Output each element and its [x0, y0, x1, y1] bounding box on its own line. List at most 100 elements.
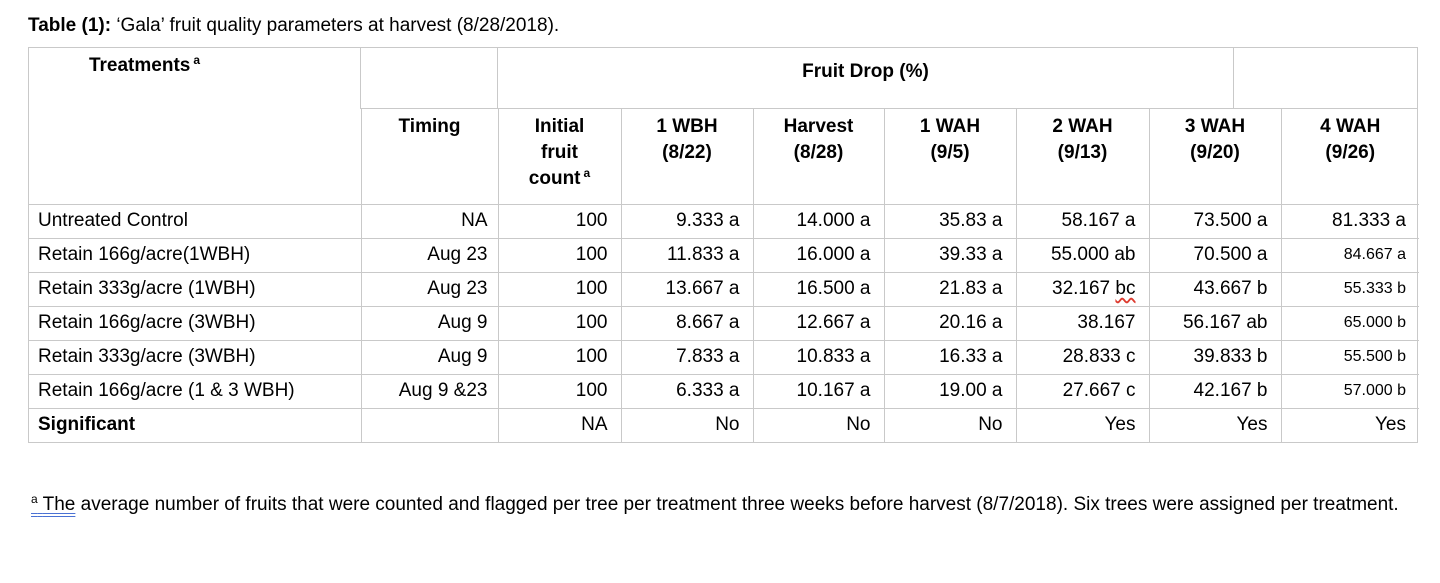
treatments-span-cell [29, 109, 362, 205]
initial-count-cell: 100 [498, 238, 622, 273]
table-row: Untreated Control NA 100 9.333 a 14.000 … [29, 204, 1419, 239]
harvest-cell: 14.000 a [753, 204, 885, 239]
significance-row: Significant NA No No No Yes Yes Yes [29, 408, 1419, 442]
wah2-cell: 27.667 c [1016, 374, 1150, 409]
wah3-cell: 39.833 b [1149, 340, 1282, 375]
initial-count-cell: 100 [498, 204, 622, 239]
timing-cell: NA [361, 204, 499, 239]
initial-count-column-header: Initial fruit count a [498, 109, 622, 205]
wah4-cell: 84.667 a [1281, 238, 1419, 273]
table-caption-label: Table (1): [28, 15, 112, 36]
wbh1-cell: 9.333 a [621, 204, 754, 239]
treatment-cell: Retain 166g/acre (1 & 3 WBH) [29, 374, 362, 409]
wbh1-cell: 13.667 a [621, 272, 754, 307]
footnote-superscript: a [31, 491, 38, 506]
wbh1-cell: 8.667 a [621, 306, 754, 341]
wbh1-cell: 11.833 a [621, 238, 754, 273]
empty-header-cell [1234, 48, 1417, 109]
wah3-cell: 43.667 b [1149, 272, 1282, 307]
wah2-value: 32.167 [1052, 278, 1111, 299]
wah2-cell: 55.000 ab [1016, 238, 1150, 273]
wah2-cell: Yes [1016, 408, 1150, 442]
wah3-cell: Yes [1149, 408, 1282, 442]
harvest-cell: 10.167 a [753, 374, 885, 409]
wah3-cell: 42.167 b [1149, 374, 1282, 409]
wah4-cell: 55.500 b [1281, 340, 1419, 375]
treatments-header-cell: Treatments a [29, 48, 361, 109]
empty-header-cell [361, 48, 498, 109]
timing-cell: Aug 23 [361, 238, 499, 273]
initial-count-cell: 100 [498, 306, 622, 341]
wah3-cell: 70.500 a [1149, 238, 1282, 273]
timing-column-header: Timing [361, 109, 499, 205]
table-row: Retain 333g/acre (1WBH) Aug 23 100 13.66… [29, 272, 1419, 307]
spellcheck-flagged-text: bc [1115, 278, 1136, 299]
table-row: Retain 166g/acre (1 & 3 WBH) Aug 9 &23 1… [29, 374, 1419, 409]
wah2-cell: 32.167 bc [1016, 272, 1150, 307]
timing-cell [361, 408, 499, 442]
initial-count-cell: 100 [498, 272, 622, 307]
treatments-header-label: Treatments [88, 55, 191, 76]
wah3-cell: 56.167 ab [1149, 306, 1282, 341]
wah3-column-header: 3 WAH (9/20) [1149, 109, 1282, 205]
table-row: Retain 166g/acre(1WBH) Aug 23 100 11.833… [29, 238, 1419, 273]
wbh1-column-header: 1 WBH (8/22) [621, 109, 754, 205]
wbh1-cell: 6.333 a [621, 374, 754, 409]
wah4-cell: 55.333 b [1281, 272, 1419, 307]
wah2-column-header: 2 WAH (9/13) [1016, 109, 1150, 205]
wbh1-cell: No [621, 408, 754, 442]
data-table: Treatments a Fruit Drop (%) Timing Initia… [28, 47, 1419, 443]
wah4-cell: 57.000 b [1281, 374, 1419, 409]
table-row: Retain 333g/acre (3WBH) Aug 9 100 7.833 … [29, 340, 1419, 375]
timing-cell: Aug 23 [361, 272, 499, 307]
timing-cell: Aug 9 [361, 306, 499, 341]
initial-count-superscript: a [583, 165, 591, 180]
wah3-cell: 73.500 a [1149, 204, 1282, 239]
wah1-cell: 21.83 a [884, 272, 1017, 307]
initial-count-cell: NA [498, 408, 622, 442]
wah4-cell: 81.333 a [1281, 204, 1419, 239]
harvest-column-header: Harvest (8/28) [753, 109, 885, 205]
wah1-cell: 16.33 a [884, 340, 1017, 375]
treatment-cell: Retain 333g/acre (3WBH) [29, 340, 362, 375]
harvest-cell: 10.833 a [753, 340, 885, 375]
treatment-cell: Untreated Control [29, 204, 362, 239]
significance-label-cell: Significant [29, 408, 362, 442]
wah1-cell: 39.33 a [884, 238, 1017, 273]
wbh1-cell: 7.833 a [621, 340, 754, 375]
table-caption: Table (1): ‘Gala’ fruit quality paramete… [28, 14, 1418, 38]
treatments-superscript: a [193, 52, 201, 67]
footnote-text: average number of fruits that were count… [75, 494, 1399, 515]
wah2-cell: 58.167 a [1016, 204, 1150, 239]
table-row: Retain 166g/acre (3WBH) Aug 9 100 8.667 … [29, 306, 1419, 341]
table-caption-text: ‘Gala’ fruit quality parameters at harve… [111, 15, 560, 36]
wah1-cell: 19.00 a [884, 374, 1017, 409]
wah4-column-header: 4 WAH (9/26) [1281, 109, 1419, 205]
wah1-column-header: 1 WAH (9/5) [884, 109, 1017, 205]
footnote-underlined-word: The [42, 494, 76, 515]
harvest-cell: No [753, 408, 885, 442]
grammar-flagged-text: a The [28, 491, 76, 515]
initial-count-cell: 100 [498, 340, 622, 375]
column-header-row: Timing Initial fruit count a 1 WBH (8/22) … [29, 109, 1419, 205]
treatment-cell: Retain 166g/acre(1WBH) [29, 238, 362, 273]
harvest-cell: 16.500 a [753, 272, 885, 307]
wah1-cell: 20.16 a [884, 306, 1017, 341]
table-footnote: a The average number of fruits that were… [28, 489, 1418, 521]
wah4-cell: 65.000 b [1281, 306, 1419, 341]
wah2-cell: 28.833 c [1016, 340, 1150, 375]
treatment-cell: Retain 166g/acre (3WBH) [29, 306, 362, 341]
initial-count-cell: 100 [498, 374, 622, 409]
wah2-cell: 38.167 [1016, 306, 1150, 341]
timing-cell: Aug 9 &23 [361, 374, 499, 409]
timing-cell: Aug 9 [361, 340, 499, 375]
wah1-cell: 35.83 a [884, 204, 1017, 239]
wah4-cell: Yes [1375, 414, 1406, 436]
harvest-cell: 12.667 a [753, 306, 885, 341]
treatment-cell: Retain 333g/acre (1WBH) [29, 272, 362, 307]
fruit-drop-header-cell: Fruit Drop (%) [498, 48, 1234, 109]
wah1-cell: No [884, 408, 1017, 442]
header-row-merged: Treatments a Fruit Drop (%) [29, 48, 1417, 109]
document-page: Table (1): ‘Gala’ fruit quality paramete… [28, 14, 1419, 521]
fruit-drop-table: Timing Initial fruit count a 1 WBH (8/22) … [29, 109, 1419, 442]
